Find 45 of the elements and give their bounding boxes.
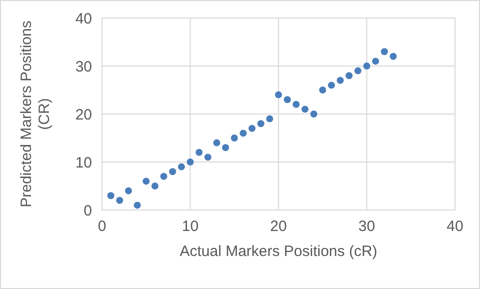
y-tick-label: 40 (75, 10, 92, 28)
point (160, 172, 168, 180)
x-axis-title: Actual Markers Positions (cR) (180, 243, 378, 260)
point (204, 154, 212, 161)
x-tick-label: 0 (98, 218, 106, 235)
point (301, 106, 308, 113)
point (284, 96, 291, 104)
point (328, 82, 335, 89)
point (266, 115, 274, 122)
x-tick-label: 30 (358, 218, 376, 235)
y-tick-label: 30 (75, 58, 92, 76)
point (240, 130, 247, 137)
point (124, 187, 132, 194)
point (134, 202, 141, 209)
point (116, 196, 124, 204)
x-tick-label: 10 (182, 218, 199, 235)
x-tick-label: 40 (446, 218, 464, 235)
point (292, 100, 300, 108)
point (346, 72, 353, 80)
point (372, 58, 380, 65)
point (363, 62, 370, 70)
point (380, 48, 388, 56)
y-tick-label: 0 (84, 202, 92, 220)
point (169, 168, 176, 176)
point (196, 148, 203, 156)
y-axis-title: Predicted Markers Positions (CR) (18, 20, 53, 208)
point (142, 178, 150, 185)
point (213, 139, 220, 146)
point (275, 91, 282, 98)
point (230, 134, 238, 142)
point (310, 110, 318, 118)
point (336, 76, 344, 84)
point (222, 144, 230, 152)
point (257, 120, 264, 128)
point (248, 124, 256, 132)
point (319, 86, 326, 94)
point (151, 182, 158, 190)
point (354, 67, 362, 74)
point (186, 158, 194, 166)
y-tick-label: 10 (75, 154, 92, 172)
x-tick-label: 20 (270, 218, 287, 235)
point (178, 163, 185, 170)
point (390, 52, 397, 60)
y-tick-label: 20 (75, 106, 92, 124)
point (107, 192, 114, 200)
